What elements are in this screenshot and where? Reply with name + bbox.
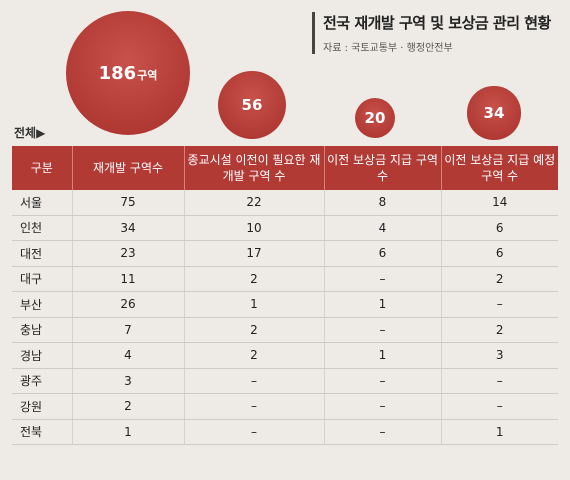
value-cell: – xyxy=(183,368,324,394)
value-cell: – xyxy=(323,419,441,445)
title-block: 전국 재개발 구역 및 보상금 관리 현황 자료 : 국토교통부 · 행정안전부 xyxy=(312,12,551,54)
column-header: 재개발 구역수 xyxy=(71,146,184,190)
value-cell: 2 xyxy=(183,342,324,369)
bubble-value: 34 xyxy=(483,103,505,122)
table-row: 대구 11 2–2 xyxy=(12,266,558,292)
total-bubble: 34 xyxy=(467,86,521,140)
value-cell: 1 xyxy=(323,342,441,369)
value-cell: 2 xyxy=(440,317,558,343)
value-cell: 1 xyxy=(440,419,558,445)
value-cell: 3 xyxy=(71,368,184,394)
value-cell: 8 xyxy=(323,190,441,216)
bubble-value: 186 xyxy=(98,62,137,84)
value-cell: 3 xyxy=(440,342,558,369)
table-header-row: 구분 재개발 구역수 종교시설 이전이 필요한 재개발 구역 수 이전 보상금 지급 … xyxy=(12,146,558,190)
region-cell: 인천 xyxy=(12,215,72,241)
bubble-value: 56 xyxy=(241,95,263,114)
value-cell: 6 xyxy=(323,240,441,267)
value-cell: 11 xyxy=(71,266,184,292)
total-bubble: 56 xyxy=(217,70,286,139)
table-row: 대전 23 17 6 6 xyxy=(12,240,558,267)
total-label: 전체▶ xyxy=(14,126,46,140)
column-header: 구분 xyxy=(12,146,72,190)
region-cell: 충남 xyxy=(12,317,72,343)
value-cell: 14 xyxy=(440,190,558,216)
column-header: 이전 보상금 지급 예정 구역 수 xyxy=(440,146,558,190)
column-header: 이전 보상금 지급 구역 수 xyxy=(323,146,441,190)
table-row: 서울 75 22 8 14 xyxy=(12,190,558,216)
value-cell: 10 xyxy=(183,215,324,241)
value-cell: 2 xyxy=(71,393,184,420)
value-cell: 2 xyxy=(183,317,324,343)
bubble-unit: 구역 xyxy=(137,69,158,82)
value-cell: 7 xyxy=(71,317,184,343)
region-cell: 대구 xyxy=(12,266,72,292)
value-cell: 1 xyxy=(71,419,184,445)
total-bubble: 186 구역 xyxy=(66,11,190,135)
value-cell: 23 xyxy=(71,240,184,267)
bubble-value: 20 xyxy=(364,108,386,127)
data-table: 구분 재개발 구역수 종교시설 이전이 필요한 재개발 구역 수 이전 보상금 지급 … xyxy=(12,146,558,445)
region-cell: 부산 xyxy=(12,291,72,318)
value-cell: 1 xyxy=(323,291,441,318)
region-cell: 강원 xyxy=(12,393,72,420)
value-cell: 6 xyxy=(440,240,558,267)
value-cell: – xyxy=(323,393,441,420)
value-cell: 2 xyxy=(183,266,324,292)
column-header: 종교시설 이전이 필요한 재개발 구역 수 xyxy=(183,146,324,190)
table-row: 경남 4 2 1 3 xyxy=(12,342,558,369)
table-row: 부산 26 1 1– xyxy=(12,291,558,318)
total-bubble: 20 xyxy=(354,97,396,139)
value-cell: – xyxy=(440,393,558,420)
table-row: 인천 34 10 4 6 xyxy=(12,215,558,241)
value-cell: – xyxy=(183,419,324,445)
region-cell: 서울 xyxy=(12,190,72,216)
value-cell: – xyxy=(440,368,558,394)
value-cell: 26 xyxy=(71,291,184,318)
value-cell: – xyxy=(323,317,441,343)
table-row: 강원 2– – – xyxy=(12,393,558,420)
value-cell: 75 xyxy=(71,190,184,216)
chart-title: 전국 재개발 구역 및 보상금 관리 현황 xyxy=(323,14,551,32)
value-cell: 2 xyxy=(440,266,558,292)
value-cell: – xyxy=(323,368,441,394)
value-cell: – xyxy=(183,393,324,420)
value-cell: 34 xyxy=(71,215,184,241)
region-cell: 광주 xyxy=(12,368,72,394)
value-cell: 6 xyxy=(440,215,558,241)
table-row: 전북 1– –1 xyxy=(12,419,558,445)
region-cell: 경남 xyxy=(12,342,72,369)
value-cell: 1 xyxy=(183,291,324,318)
table-row: 광주 3– – – xyxy=(12,368,558,394)
region-cell: 전북 xyxy=(12,419,72,445)
table-row: 충남 7 2–2 xyxy=(12,317,558,343)
value-cell: 17 xyxy=(183,240,324,267)
value-cell: – xyxy=(440,291,558,318)
region-cell: 대전 xyxy=(12,240,72,267)
value-cell: 4 xyxy=(71,342,184,369)
value-cell: 4 xyxy=(323,215,441,241)
value-cell: – xyxy=(323,266,441,292)
value-cell: 22 xyxy=(183,190,324,216)
source-note: 자료 : 국토교통부 · 행정안전부 xyxy=(323,43,453,54)
